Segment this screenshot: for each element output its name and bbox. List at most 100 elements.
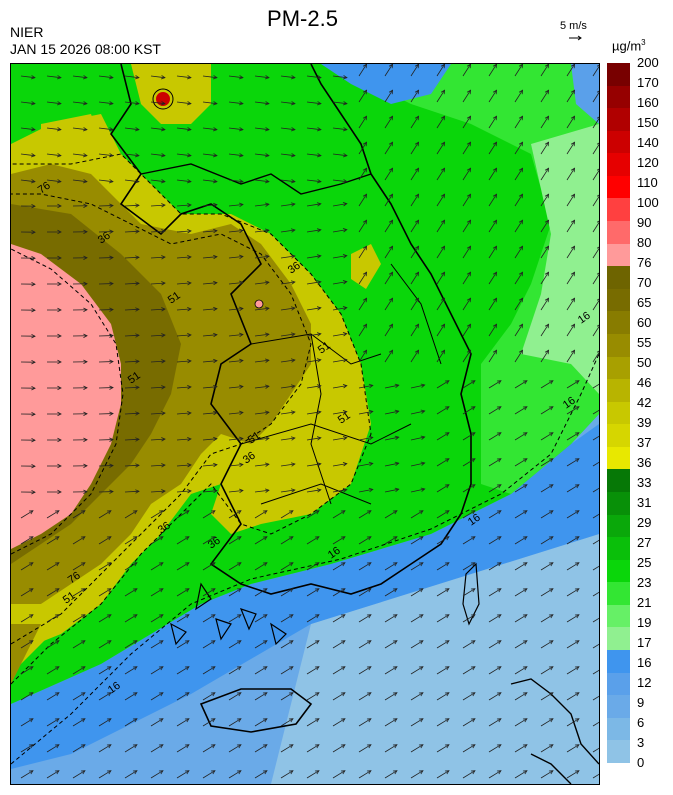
wind-arrow-icon xyxy=(358,245,368,259)
wind-arrow-icon xyxy=(358,193,368,207)
wind-arrow-icon xyxy=(254,332,270,337)
colorbar-swatch xyxy=(607,288,630,312)
forecast-time: JAN 15 2026 08:00 KST xyxy=(10,41,161,57)
colorbar-tick-label: 16 xyxy=(637,655,652,670)
wind-arrow-icon xyxy=(488,692,502,701)
wind-arrow-icon xyxy=(150,640,164,649)
map-canvas: 16 16 16 16 16 36 36 36 36 51 51 51 51 51 76 76 36 51 xyxy=(11,64,599,784)
wind-arrow-icon xyxy=(72,75,88,80)
wind-arrow-icon xyxy=(306,770,320,779)
wind-arrow-icon xyxy=(98,307,114,312)
wind-arrow-icon xyxy=(488,219,498,233)
wind-arrow-icon xyxy=(592,383,599,389)
wind-arrow-icon xyxy=(514,614,528,623)
contour-16 xyxy=(11,353,599,765)
wind-arrow-icon xyxy=(514,323,524,337)
wind-arrow-icon xyxy=(254,410,270,415)
wind-arrow-icon xyxy=(462,640,476,649)
wind-arrow-icon xyxy=(488,458,502,467)
wind-arrow-icon xyxy=(306,666,320,675)
wind-arrow-icon xyxy=(202,153,218,158)
wind-arrow-icon xyxy=(462,510,476,519)
wind-arrow-icon xyxy=(566,323,576,337)
wind-arrow-icon xyxy=(228,153,244,158)
wind-arrow-icon xyxy=(384,770,398,779)
wind-arrow-icon xyxy=(540,614,554,623)
wind-arrow-icon xyxy=(514,692,528,701)
wind-arrow-icon xyxy=(332,228,348,233)
wind-arrow-icon xyxy=(254,488,270,493)
wind-arrow-icon xyxy=(98,281,114,286)
wind-arrow-icon xyxy=(384,536,398,545)
wind-scale-label: 5 m/s xyxy=(560,20,587,32)
wind-arrow-icon xyxy=(332,410,348,415)
wind-arrow-icon xyxy=(358,409,374,415)
wind-arrow-icon xyxy=(46,179,62,184)
wind-arrow-icon xyxy=(254,588,268,597)
wind-arrow-icon xyxy=(20,75,36,80)
wind-arrow-icon xyxy=(254,436,270,441)
wind-arrow-icon xyxy=(332,640,346,649)
wind-arrow-icon xyxy=(150,536,164,545)
tsushima xyxy=(462,562,480,626)
wind-arrow-icon xyxy=(228,588,242,597)
wind-arrow-icon xyxy=(384,89,394,103)
wind-arrow-icon xyxy=(254,153,270,158)
colorbar-swatch xyxy=(607,740,630,763)
wind-arrow-icon xyxy=(488,406,502,415)
wind-arrow-icon xyxy=(462,718,476,727)
wind-arrow-icon xyxy=(150,359,166,364)
wind-arrow-icon xyxy=(462,115,472,129)
wind-arrow-icon xyxy=(332,510,346,519)
wind-arrow-icon xyxy=(202,614,216,623)
wind-arrow-icon xyxy=(410,409,426,415)
colorbar-tick-label: 120 xyxy=(637,155,659,170)
wind-arrow-icon xyxy=(150,153,166,158)
wind-arrow-icon xyxy=(98,489,114,494)
wind-arrow-icon xyxy=(176,332,192,338)
wind-arrow-icon xyxy=(202,588,216,597)
wind-arrow-icon xyxy=(98,536,112,545)
wind-arrow-icon xyxy=(150,75,166,80)
wind-arrow-icon xyxy=(306,562,320,571)
wind-arrow-icon xyxy=(124,666,138,675)
wind-arrow-icon xyxy=(228,101,244,106)
wind-arrow-icon xyxy=(592,350,599,363)
wind-arrow-icon xyxy=(358,744,372,753)
contour-label: 36 xyxy=(241,450,258,467)
wind-arrow-icon xyxy=(228,306,244,311)
wind-arrow-icon xyxy=(488,380,502,389)
wind-arrow-icon xyxy=(384,64,393,77)
wind-arrow-icon xyxy=(332,536,346,545)
wind-arrow-icon xyxy=(46,153,62,158)
wind-arrow-icon xyxy=(228,718,242,727)
wind-arrow-icon xyxy=(332,254,348,259)
wind-arrow-icon xyxy=(72,489,88,494)
wind-arrow-icon xyxy=(72,510,86,519)
wind-arrow-icon xyxy=(202,640,216,649)
wind-arrow-icon xyxy=(98,255,114,260)
colorbar-tick-label: 200 xyxy=(637,55,659,70)
wind-arrow-icon xyxy=(488,167,498,181)
wind-arrow-icon xyxy=(436,484,450,493)
wind-arrow-icon xyxy=(384,435,400,441)
wind-arrow-icon xyxy=(202,280,218,286)
wind-arrow-icon xyxy=(306,692,320,701)
colorbar-swatch xyxy=(607,559,630,583)
wind-arrow-icon xyxy=(540,588,554,597)
wind-arrow-icon xyxy=(72,411,88,416)
wind-arrow-icon xyxy=(280,254,296,259)
wind-arrow-icon xyxy=(566,744,580,753)
wind-arrow-icon xyxy=(46,692,60,701)
wind-arrow-icon xyxy=(566,484,580,493)
wind-arrow-icon xyxy=(358,718,372,727)
wind-arrow-icon xyxy=(150,588,164,597)
wind-arrow-icon xyxy=(384,640,398,649)
wind-arrow-icon xyxy=(462,536,476,545)
colorbar xyxy=(607,63,630,763)
wind-arrow-icon xyxy=(176,462,192,468)
wind-arrow-icon xyxy=(358,588,372,597)
colorbar-swatch xyxy=(607,175,630,199)
wind-arrow-icon xyxy=(150,179,166,184)
wind-arrow-icon xyxy=(20,718,34,727)
